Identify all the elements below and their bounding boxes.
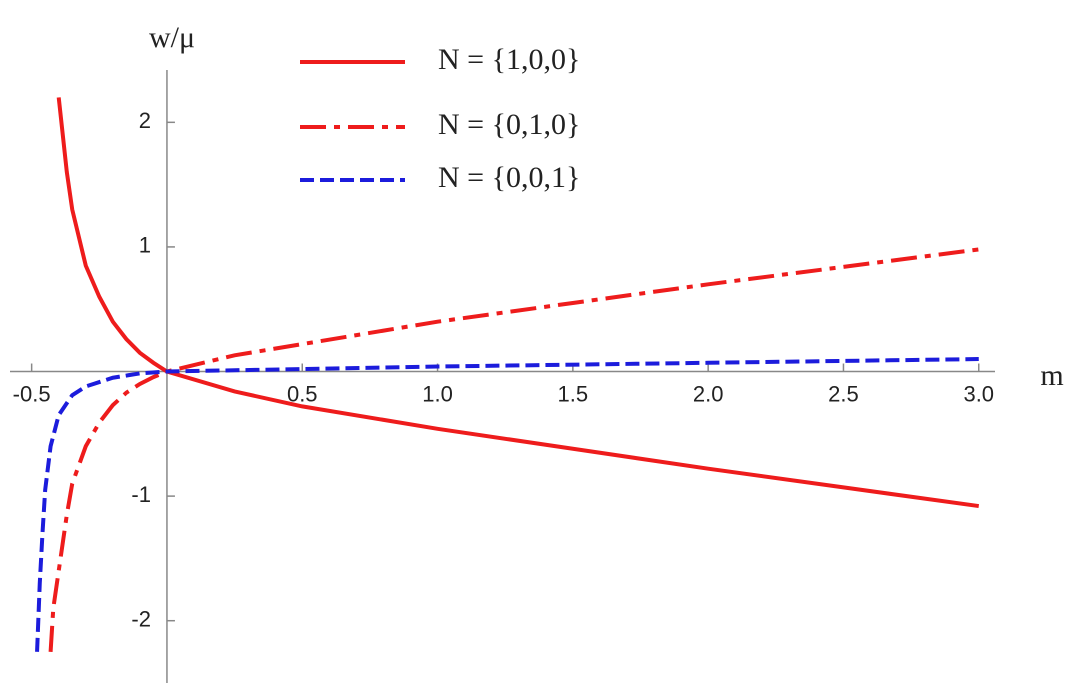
y-axis-label: w/μ bbox=[149, 21, 195, 54]
x-tick-label: 3.0 bbox=[963, 381, 994, 406]
legend-label: N = {1,0,0} bbox=[438, 43, 580, 76]
legend-label: N = {0,0,1} bbox=[438, 161, 580, 194]
x-axis-label: m bbox=[1040, 359, 1063, 392]
y-tick-label: -1 bbox=[131, 482, 151, 507]
x-tick-label: 2.5 bbox=[828, 381, 859, 406]
y-tick-label: 1 bbox=[139, 233, 151, 258]
x-tick-label: 2.0 bbox=[693, 381, 724, 406]
x-tick-label: 1.0 bbox=[422, 381, 453, 406]
y-tick-label: 2 bbox=[139, 108, 151, 133]
legend-label: N = {0,1,0} bbox=[438, 108, 580, 141]
series-line bbox=[35, 357, 979, 652]
y-tick-label: -2 bbox=[131, 607, 151, 632]
x-tick-label: -0.5 bbox=[13, 381, 51, 406]
x-tick-label: 1.5 bbox=[558, 381, 589, 406]
series-line bbox=[56, 97, 980, 509]
series-line bbox=[48, 247, 980, 652]
